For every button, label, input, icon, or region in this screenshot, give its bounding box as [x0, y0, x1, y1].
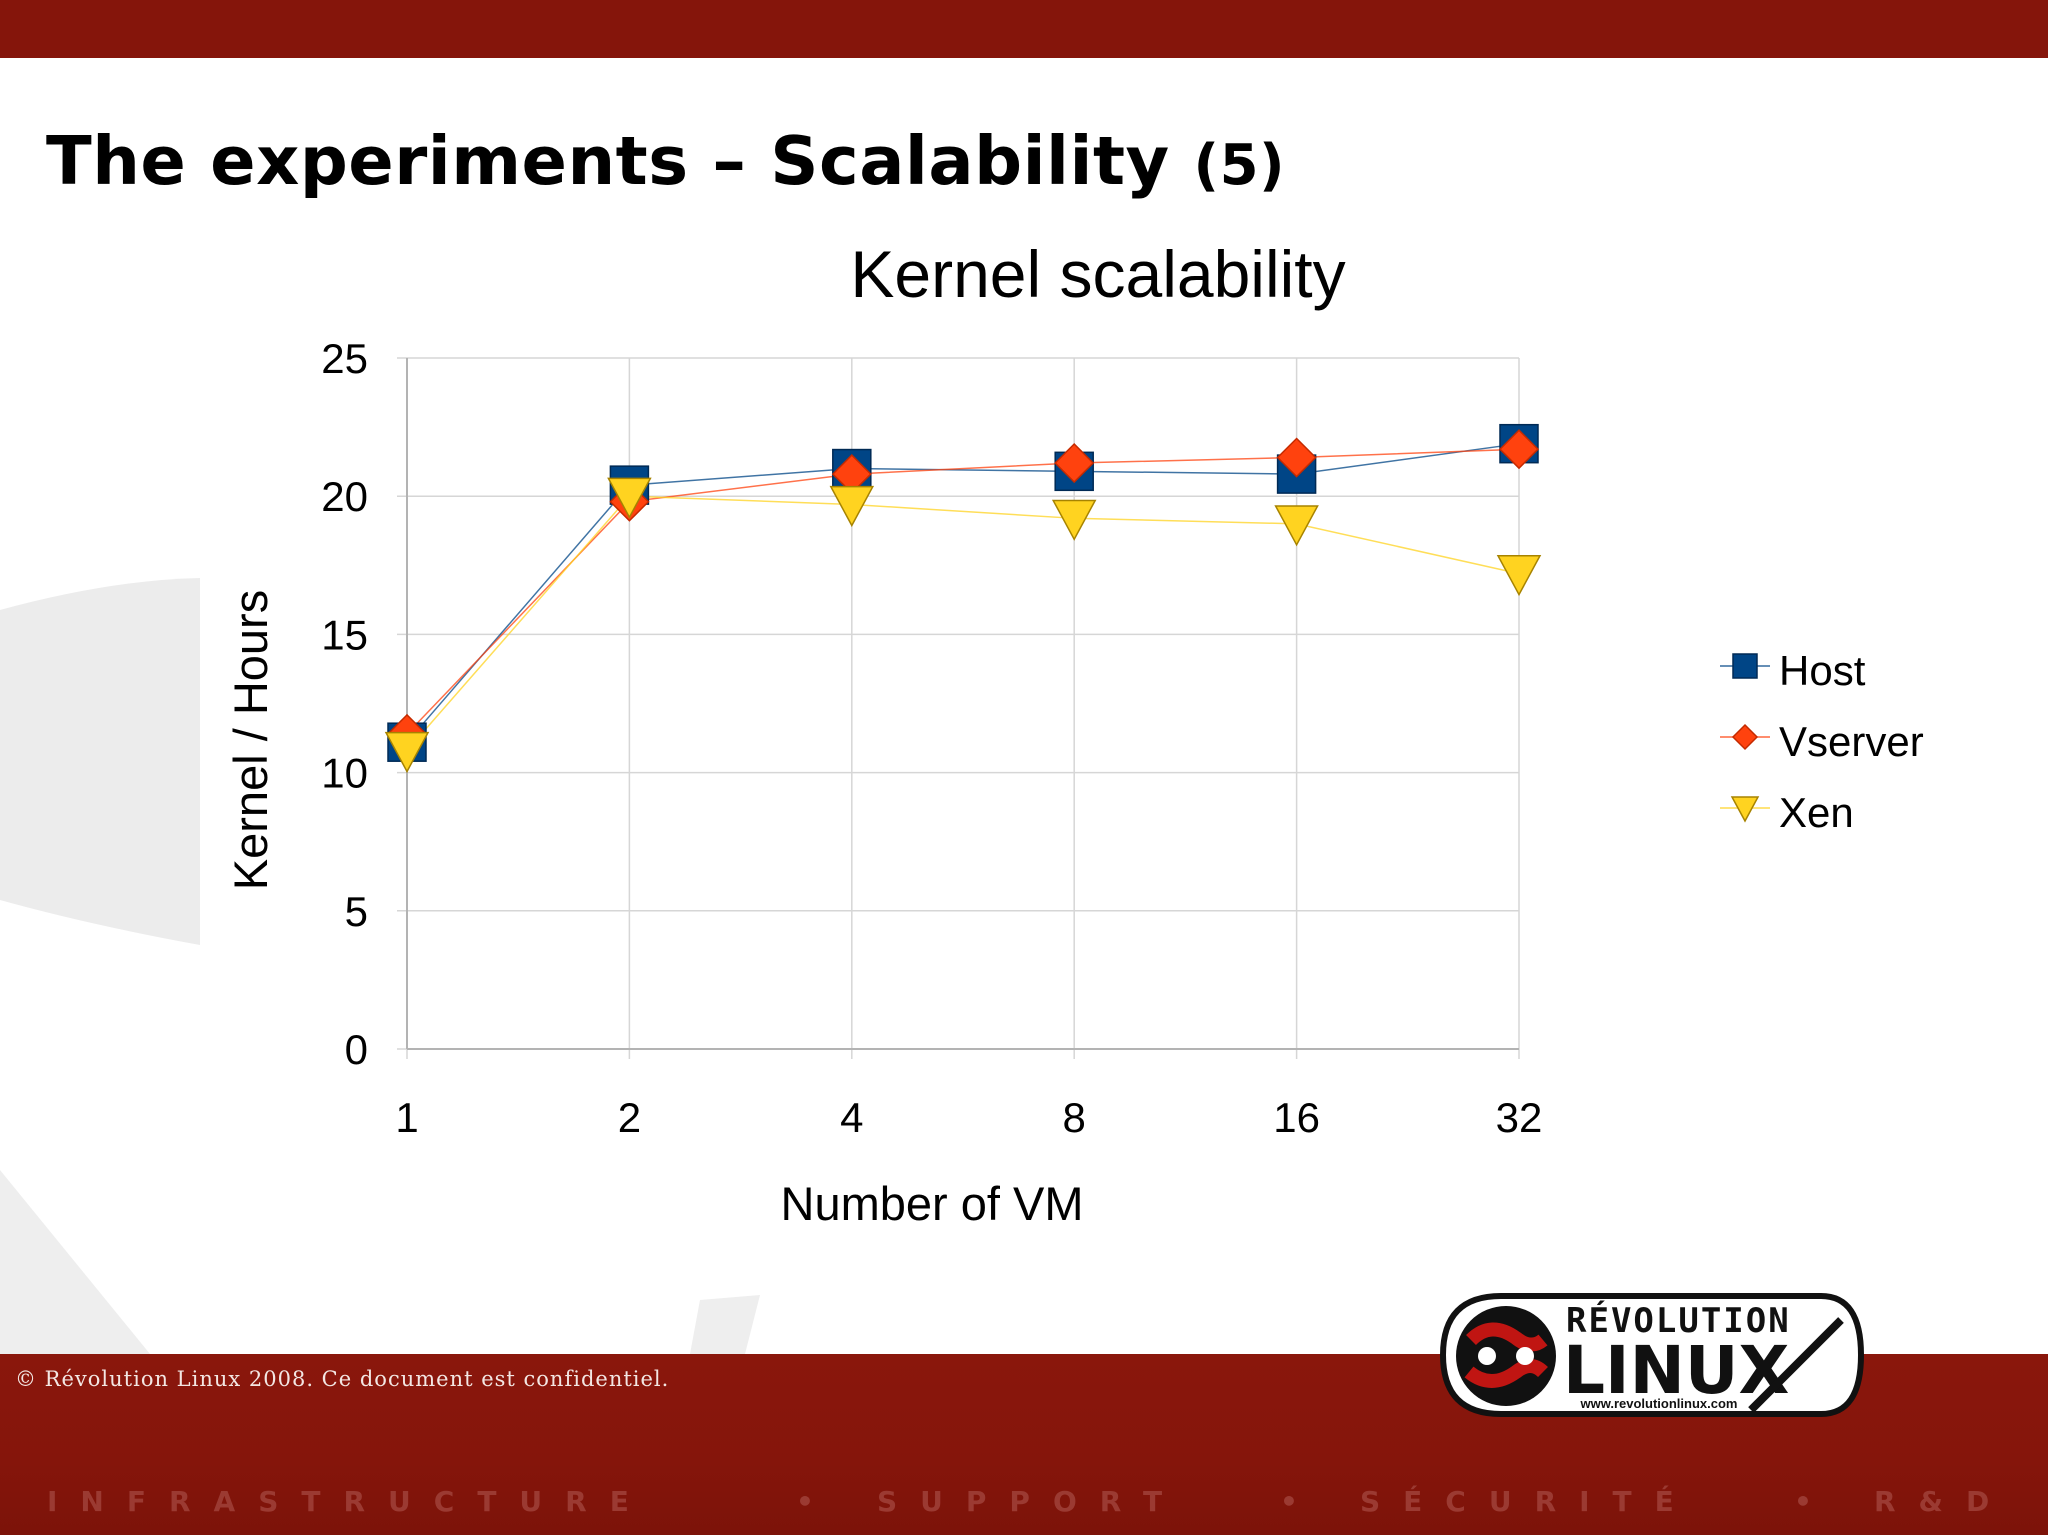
logo-url: www.revolutionlinux.com — [1580, 1396, 1738, 1411]
series-lines — [406, 442, 1520, 751]
data-point-xen — [1496, 554, 1542, 597]
x-tick-label: 16 — [1273, 1094, 1320, 1141]
logo-name-main: LINUX — [1563, 1332, 1789, 1409]
x-tick-label: 4 — [840, 1094, 863, 1141]
data-point-vserver — [1498, 429, 1540, 470]
slide-title-main: The experiments – Scalability — [46, 122, 1170, 200]
revolution-linux-logo: RÉVOLUTION LINUX www.revolutionlinux.com — [1439, 1293, 1865, 1417]
tagline-item-rd: R&D — [1874, 1485, 2013, 1518]
tagline-item-support: SUPPORT — [877, 1485, 1186, 1518]
y-tick-label: 5 — [345, 888, 368, 935]
data-point-vserver — [1054, 442, 1095, 484]
tagline-item-infrastructure: INFRASTRUCTURE — [47, 1485, 652, 1518]
y-axis-label: Kernel / Hours — [224, 590, 277, 890]
logo-name-top: RÉVOLUTION — [1566, 1300, 1791, 1341]
chart-grid — [397, 357, 1520, 1059]
y-tick-label: 0 — [345, 1026, 368, 1073]
y-axis-tick-labels: 0 5 10 15 20 25 — [321, 335, 368, 1073]
y-tick-label: 25 — [321, 335, 368, 382]
x-tick-label: 2 — [618, 1094, 641, 1141]
x-axis-tick-labels: 1 2 4 8 16 32 — [395, 1094, 1542, 1141]
x-tick-label: 32 — [1496, 1094, 1543, 1141]
legend-marker-host — [1732, 653, 1758, 679]
copyright-notice: © Révolution Linux 2008. Ce document est… — [15, 1367, 670, 1391]
chart-title: Kernel scalability — [850, 237, 1345, 311]
tagline-separator: • — [1794, 1485, 1812, 1518]
data-point-xen — [829, 485, 875, 528]
legend-marker-vserver — [1731, 723, 1759, 751]
y-tick-label: 15 — [321, 611, 368, 658]
x-tick-label: 1 — [395, 1094, 418, 1141]
legend-marker-xen — [1730, 796, 1760, 823]
slide-title: The experiments – Scalability (5) — [46, 122, 1285, 200]
series-markers — [384, 423, 1542, 774]
series-line-xen — [406, 495, 1520, 751]
data-point-xen — [607, 477, 652, 519]
data-point-xen — [1274, 505, 1319, 547]
y-tick-label: 20 — [321, 473, 368, 520]
legend-label-xen: Xen — [1779, 789, 1854, 836]
data-point-xen — [384, 731, 430, 774]
data-point-vserver — [1276, 437, 1317, 478]
x-axis-label: Number of VM — [781, 1177, 1084, 1230]
tagline-item-securite: SÉCURITÉ — [1360, 1485, 1697, 1518]
series-line-host — [406, 442, 1520, 743]
top-bar — [0, 0, 2048, 58]
chart-legend: Host Vserver Xen — [1720, 647, 1924, 836]
y-tick-label: 10 — [321, 750, 368, 797]
legend-label-vserver: Vserver — [1779, 718, 1924, 765]
tagline-separator: • — [1280, 1485, 1298, 1518]
x-tick-label: 8 — [1063, 1094, 1086, 1141]
tagline-separator: • — [796, 1485, 814, 1518]
series-line-vserver — [406, 448, 1520, 735]
slide-title-number: (5) — [1193, 133, 1286, 198]
tagline: INFRASTRUCTURE • SUPPORT • SÉCURITÉ • R&… — [0, 1485, 2048, 1525]
data-point-xen — [1051, 499, 1097, 541]
legend-label-host: Host — [1779, 647, 1866, 694]
